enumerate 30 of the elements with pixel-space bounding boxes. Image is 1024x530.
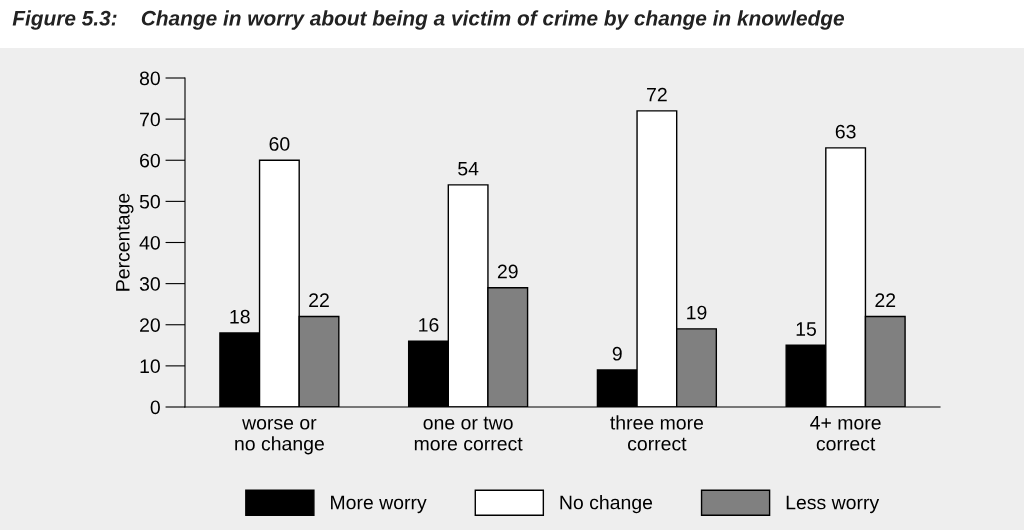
data-label: 54 [458,161,479,176]
data-label: 60 [269,137,290,151]
y-tick-label: 50 [139,194,160,209]
y-tick-label: 30 [139,277,160,291]
y-axis-title: Percentage [116,193,134,291]
data-label: 22 [875,293,896,307]
y-tick-label: 80 [139,71,160,86]
y-tick-label: 40 [139,235,160,250]
data-label: 63 [835,124,856,139]
data-label: 16 [419,318,439,332]
y-tick-label: 20 [140,318,160,332]
data-label: 15 [796,322,816,336]
chart-title: Figure 5.3: Change in worry about being a victim of crime by change in knowledge [12,10,845,30]
y-tick-label: 0 [150,400,160,415]
data-label: 19 [687,305,707,320]
data-label: 29 [497,264,518,279]
y-tick-label: 60 [140,153,160,168]
x-tick-label: three more correct [610,415,704,451]
data-label: 72 [647,87,667,102]
legend-label: Less worry [786,495,880,514]
legend-label: No change [560,495,653,514]
x-tick-label: 4+ more correct [810,416,881,451]
x-tick-label: worse or no change [235,418,324,455]
y-tick-label: 10 [140,359,160,374]
legend-label: More worry [331,495,427,514]
data-label: 18 [230,309,250,324]
x-tick-label: one or two more correct [414,416,523,451]
data-label: 22 [309,293,329,307]
y-tick-label: 70 [140,112,160,127]
data-label: 9 [612,346,622,361]
